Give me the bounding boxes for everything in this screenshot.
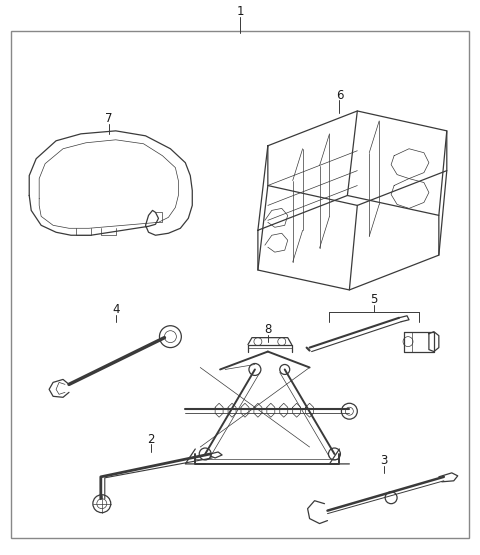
Text: 4: 4 bbox=[112, 304, 120, 316]
Text: 5: 5 bbox=[371, 294, 378, 306]
Text: 3: 3 bbox=[381, 455, 388, 467]
Text: 8: 8 bbox=[264, 323, 272, 336]
Text: 2: 2 bbox=[147, 432, 154, 446]
Text: 1: 1 bbox=[236, 5, 244, 18]
Text: 7: 7 bbox=[105, 113, 112, 125]
Text: 6: 6 bbox=[336, 89, 343, 102]
